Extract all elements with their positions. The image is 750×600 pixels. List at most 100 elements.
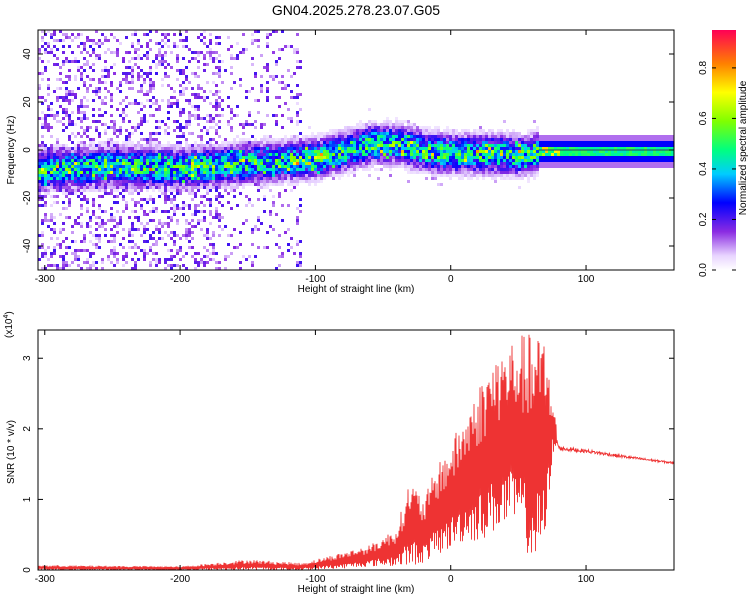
- heatmap-cell: [191, 219, 194, 222]
- heatmap-cell: [191, 51, 194, 54]
- heatmap-cell: [446, 171, 449, 174]
- heatmap-cell: [203, 234, 206, 237]
- heatmap-cell: [455, 129, 458, 132]
- heatmap-cell: [368, 165, 371, 168]
- heatmap-cell: [416, 147, 419, 150]
- heatmap-cell: [230, 129, 233, 132]
- heatmap-cell: [218, 135, 221, 138]
- heatmap-cell: [86, 174, 89, 177]
- heatmap-cell: [587, 141, 590, 144]
- heatmap-cell: [593, 150, 596, 153]
- heatmap-cell: [41, 30, 44, 33]
- heatmap-cell: [482, 150, 485, 153]
- heatmap-cell: [419, 144, 422, 147]
- heatmap-cell: [50, 213, 53, 216]
- heatmap-cell: [365, 168, 368, 171]
- heatmap-cell: [563, 162, 566, 165]
- heatmap-cell: [218, 90, 221, 93]
- heatmap-cell: [341, 150, 344, 153]
- heatmap-cell: [44, 177, 47, 180]
- heatmap-cell: [470, 141, 473, 144]
- heatmap-cell: [263, 165, 266, 168]
- heatmap-cell: [476, 156, 479, 159]
- heatmap-cell: [83, 249, 86, 252]
- heatmap-cell: [527, 171, 530, 174]
- heatmap-cell: [155, 156, 158, 159]
- heatmap-cell: [224, 159, 227, 162]
- heatmap-cell: [635, 147, 638, 150]
- heatmap-cell: [533, 135, 536, 138]
- heatmap-cell: [347, 126, 350, 129]
- heatmap-cell: [116, 225, 119, 228]
- heatmap-cell: [569, 165, 572, 168]
- heatmap-cell: [173, 153, 176, 156]
- heatmap-cell: [74, 252, 77, 255]
- heatmap-cell: [98, 141, 101, 144]
- heatmap-cell: [107, 144, 110, 147]
- heatmap-cell: [449, 129, 452, 132]
- heatmap-cell: [167, 234, 170, 237]
- heatmap-cell: [59, 153, 62, 156]
- heatmap-cell: [227, 156, 230, 159]
- heatmap-cell: [182, 171, 185, 174]
- heatmap-cell: [230, 72, 233, 75]
- heatmap-cell: [95, 183, 98, 186]
- heatmap-cell: [161, 153, 164, 156]
- heatmap-cell: [368, 174, 371, 177]
- heatmap-cell: [89, 144, 92, 147]
- heatmap-cell: [152, 138, 155, 141]
- heatmap-cell: [125, 66, 128, 69]
- heatmap-cell: [158, 231, 161, 234]
- heatmap-cell: [209, 213, 212, 216]
- heatmap-cell: [134, 147, 137, 150]
- heatmap-cell: [257, 189, 260, 192]
- heatmap-cell: [326, 144, 329, 147]
- heatmap-cell: [53, 63, 56, 66]
- heatmap-cell: [359, 129, 362, 132]
- heatmap-cell: [296, 84, 299, 87]
- heatmap-cell: [359, 156, 362, 159]
- heatmap-cell: [113, 63, 116, 66]
- heatmap-cell: [188, 123, 191, 126]
- heatmap-cell: [212, 144, 215, 147]
- heatmap-cell: [149, 81, 152, 84]
- heatmap-cell: [242, 177, 245, 180]
- heatmap-cell: [182, 207, 185, 210]
- heatmap-cell: [86, 171, 89, 174]
- heatmap-cell: [353, 129, 356, 132]
- heatmap-cell: [644, 150, 647, 153]
- heatmap-cell: [356, 135, 359, 138]
- heatmap-cell: [647, 156, 650, 159]
- heatmap-cell: [101, 159, 104, 162]
- heatmap-cell: [101, 156, 104, 159]
- heatmap-cell: [485, 156, 488, 159]
- heatmap-cell: [53, 147, 56, 150]
- heatmap-cell: [344, 162, 347, 165]
- heatmap-cell: [440, 150, 443, 153]
- heatmap-cell: [212, 150, 215, 153]
- heatmap-cell: [437, 183, 440, 186]
- heatmap-cell: [152, 87, 155, 90]
- heatmap-cell: [290, 141, 293, 144]
- heatmap-cell: [80, 117, 83, 120]
- heatmap-cell: [239, 261, 242, 264]
- heatmap-cell: [437, 135, 440, 138]
- heatmap-cell: [251, 39, 254, 42]
- heatmap-cell: [284, 159, 287, 162]
- heatmap-cell: [404, 168, 407, 171]
- heatmap-cell: [500, 147, 503, 150]
- heatmap-cell: [257, 162, 260, 165]
- heatmap-cell: [611, 159, 614, 162]
- heatmap-cell: [209, 180, 212, 183]
- heatmap-cell: [164, 33, 167, 36]
- heatmap-cell: [272, 153, 275, 156]
- heatmap-cell: [71, 231, 74, 234]
- heatmap-cell: [542, 165, 545, 168]
- heatmap-cell: [140, 87, 143, 90]
- heatmap-cell: [629, 162, 632, 165]
- heatmap-cell: [287, 117, 290, 120]
- heatmap-cell: [347, 168, 350, 171]
- heatmap-cell: [533, 147, 536, 150]
- heatmap-cell: [560, 147, 563, 150]
- heatmap-cell: [101, 114, 104, 117]
